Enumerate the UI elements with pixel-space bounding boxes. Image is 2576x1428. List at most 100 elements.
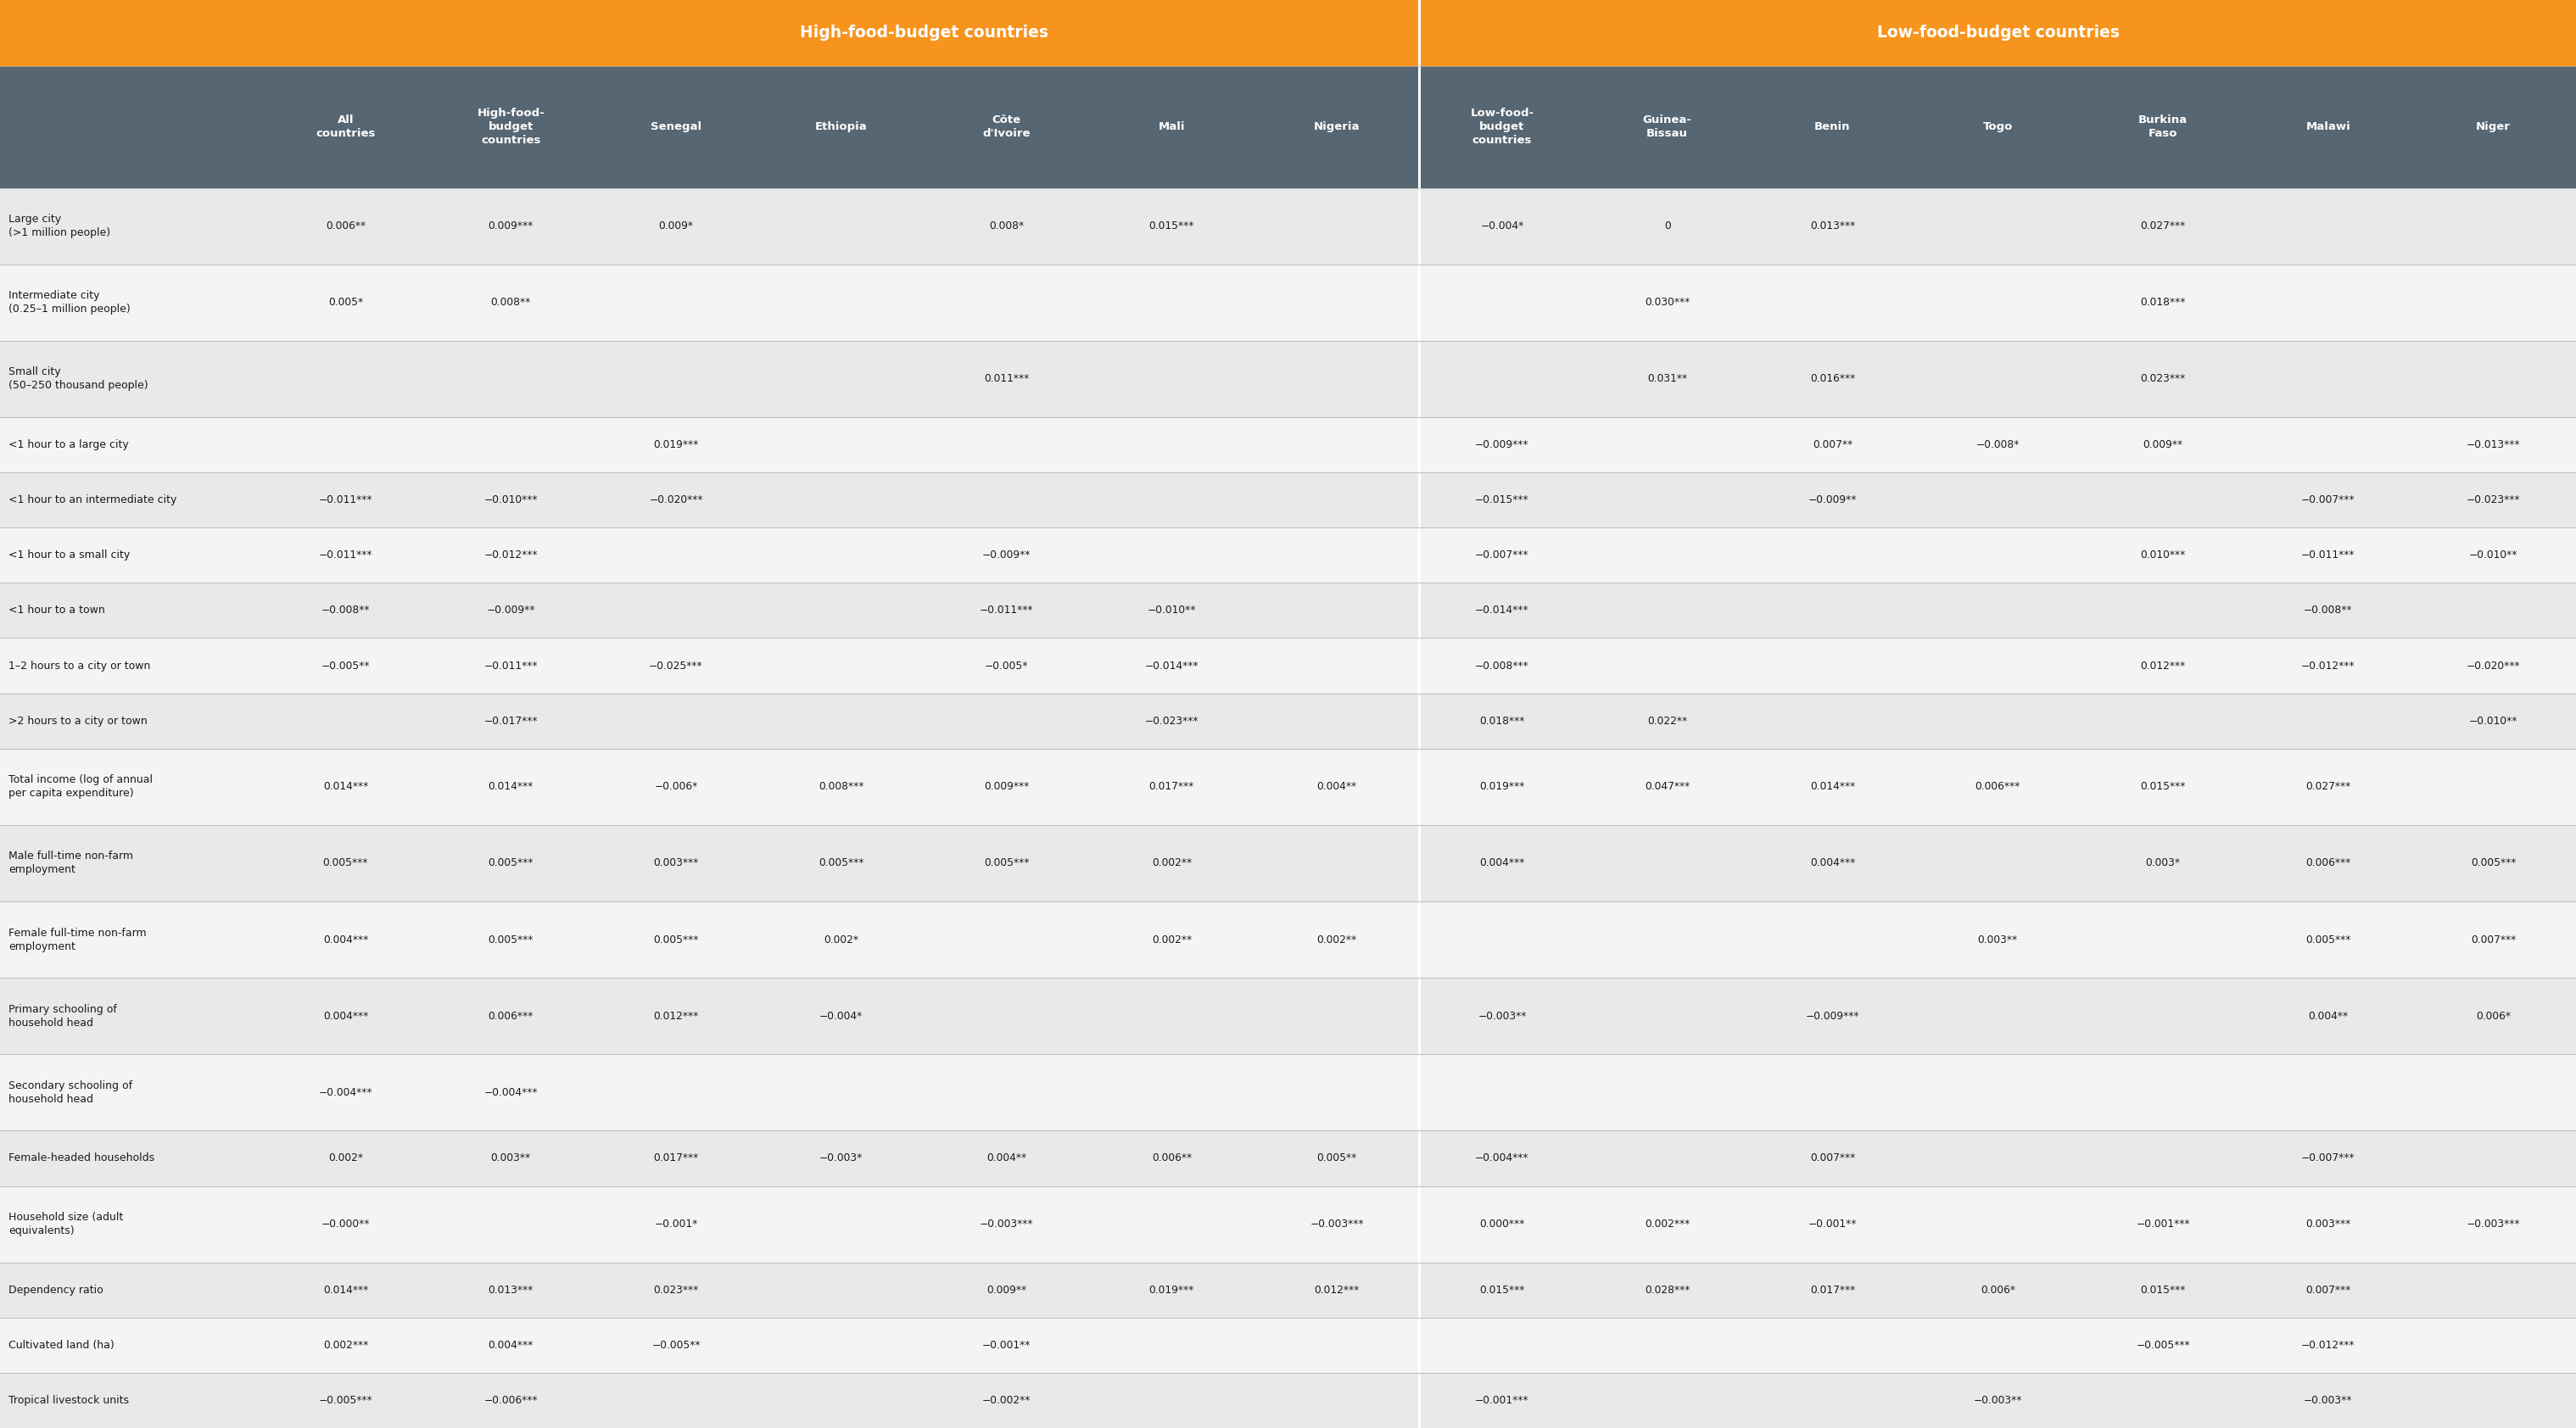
Text: <1 hour to an intermediate city: <1 hour to an intermediate city <box>8 494 178 506</box>
Text: 0.009*: 0.009* <box>659 221 693 231</box>
Text: 0: 0 <box>1664 221 1672 231</box>
Bar <box>0 825 2576 901</box>
Text: 0.009***: 0.009*** <box>489 221 533 231</box>
Text: −0.014***: −0.014*** <box>1144 660 1198 671</box>
Text: 0.002***: 0.002*** <box>1643 1218 1690 1230</box>
Text: 0.031**: 0.031** <box>1646 374 1687 384</box>
Text: 0.014***: 0.014*** <box>322 781 368 793</box>
Text: 0.007***: 0.007*** <box>2470 934 2517 945</box>
Text: −0.010***: −0.010*** <box>484 494 538 506</box>
Text: 0.004***: 0.004*** <box>322 1011 368 1021</box>
Text: 0.017***: 0.017*** <box>1149 781 1195 793</box>
Text: 0.022**: 0.022** <box>1646 715 1687 727</box>
Text: 0.013***: 0.013*** <box>489 1284 533 1295</box>
Text: 0.009**: 0.009** <box>987 1284 1025 1295</box>
Text: 0.028***: 0.028*** <box>1643 1284 1690 1295</box>
Text: Tropical livestock units: Tropical livestock units <box>8 1395 129 1407</box>
Text: −0.011***: −0.011*** <box>484 660 538 671</box>
Text: 0.018***: 0.018*** <box>1479 715 1525 727</box>
Text: −0.005*: −0.005* <box>984 660 1028 671</box>
Bar <box>0 188 2576 264</box>
Bar <box>0 583 2576 638</box>
Text: 0.012***: 0.012*** <box>654 1011 698 1021</box>
Text: −0.009**: −0.009** <box>487 605 536 615</box>
Text: 0.004***: 0.004*** <box>322 934 368 945</box>
Text: <1 hour to a town: <1 hour to a town <box>8 605 106 615</box>
Text: 0.047***: 0.047*** <box>1643 781 1690 793</box>
Text: 0.005***: 0.005*** <box>2306 934 2352 945</box>
Bar <box>0 1262 2576 1318</box>
Text: −0.005**: −0.005** <box>322 660 371 671</box>
Text: −0.015***: −0.015*** <box>1476 494 1530 506</box>
Text: 0.017***: 0.017*** <box>654 1152 698 1164</box>
Bar <box>0 748 2576 825</box>
Text: 0.006***: 0.006*** <box>1976 781 2020 793</box>
Text: 0.000***: 0.000*** <box>1479 1218 1525 1230</box>
Text: 0.005***: 0.005*** <box>819 858 863 868</box>
Text: −0.009**: −0.009** <box>1808 494 1857 506</box>
Text: −0.003**: −0.003** <box>2303 1395 2352 1407</box>
Text: 0.010***: 0.010*** <box>2141 550 2184 561</box>
Text: −0.003***: −0.003*** <box>1311 1218 1363 1230</box>
Bar <box>0 66 2576 188</box>
Text: 0.027***: 0.027*** <box>2141 221 2184 231</box>
Text: 0.003***: 0.003*** <box>2306 1218 2352 1230</box>
Text: 0.004**: 0.004** <box>2308 1011 2349 1021</box>
Text: −0.020***: −0.020*** <box>2465 660 2519 671</box>
Text: −0.007***: −0.007*** <box>2300 494 2354 506</box>
Text: 0.004***: 0.004*** <box>489 1339 533 1351</box>
Text: 0.023***: 0.023*** <box>2141 374 2184 384</box>
Text: Mali: Mali <box>1159 121 1185 133</box>
Bar <box>0 638 2576 694</box>
Text: Ethiopia: Ethiopia <box>814 121 868 133</box>
Text: 0.013***: 0.013*** <box>1811 221 1855 231</box>
Text: 0.006*: 0.006* <box>2476 1011 2512 1021</box>
Text: −0.008**: −0.008** <box>322 605 371 615</box>
Text: 0.003**: 0.003** <box>492 1152 531 1164</box>
Text: −0.011***: −0.011*** <box>2300 550 2354 561</box>
Text: Nigeria: Nigeria <box>1314 121 1360 133</box>
Text: Senegal: Senegal <box>652 121 701 133</box>
Text: 0.006***: 0.006*** <box>489 1011 533 1021</box>
Bar <box>0 417 2576 473</box>
Text: 0.009***: 0.009*** <box>984 781 1028 793</box>
Text: −0.011***: −0.011*** <box>979 605 1033 615</box>
Text: Côte
d'Ivoire: Côte d'Ivoire <box>981 114 1030 139</box>
Text: −0.004*: −0.004* <box>819 1011 863 1021</box>
Bar <box>0 1185 2576 1262</box>
Text: Burkina
Faso: Burkina Faso <box>2138 114 2187 139</box>
Text: 0.005***: 0.005*** <box>487 934 533 945</box>
Text: 0.014***: 0.014*** <box>1811 781 1855 793</box>
Text: −0.012***: −0.012*** <box>2300 1339 2354 1351</box>
Bar <box>0 473 2576 528</box>
Text: All
countries: All countries <box>317 114 376 139</box>
Bar <box>0 1318 2576 1372</box>
Text: 0.017***: 0.017*** <box>1811 1284 1855 1295</box>
Text: 0.003***: 0.003*** <box>654 858 698 868</box>
Text: −0.000**: −0.000** <box>322 1218 371 1230</box>
Text: 0.008*: 0.008* <box>989 221 1023 231</box>
Text: −0.012***: −0.012*** <box>484 550 538 561</box>
Bar <box>0 901 2576 978</box>
Text: 0.005***: 0.005*** <box>322 858 368 868</box>
Text: −0.006***: −0.006*** <box>484 1395 538 1407</box>
Bar <box>0 264 2576 341</box>
Text: Household size (adult
equivalents): Household size (adult equivalents) <box>8 1212 124 1237</box>
Text: Total income (log of annual
per capita expenditure): Total income (log of annual per capita e… <box>8 774 152 800</box>
Text: Togo: Togo <box>1984 121 2012 133</box>
Text: 0.016***: 0.016*** <box>1811 374 1855 384</box>
Text: Dependency ratio: Dependency ratio <box>8 1284 103 1295</box>
Text: −0.008*: −0.008* <box>1976 440 2020 450</box>
Text: 0.002***: 0.002*** <box>322 1339 368 1351</box>
Text: 0.006**: 0.006** <box>325 221 366 231</box>
Text: −0.009***: −0.009*** <box>1806 1011 1860 1021</box>
Text: 0.015***: 0.015*** <box>2141 781 2184 793</box>
Text: −0.001*: −0.001* <box>654 1218 698 1230</box>
Text: 0.007***: 0.007*** <box>2306 1284 2352 1295</box>
Text: 0.015***: 0.015*** <box>1149 221 1195 231</box>
Text: −0.005**: −0.005** <box>652 1339 701 1351</box>
Bar <box>0 1131 2576 1185</box>
Text: 0.007**: 0.007** <box>1814 440 1852 450</box>
Text: 0.005*: 0.005* <box>327 297 363 308</box>
Text: Male full-time non-farm
employment: Male full-time non-farm employment <box>8 851 134 875</box>
